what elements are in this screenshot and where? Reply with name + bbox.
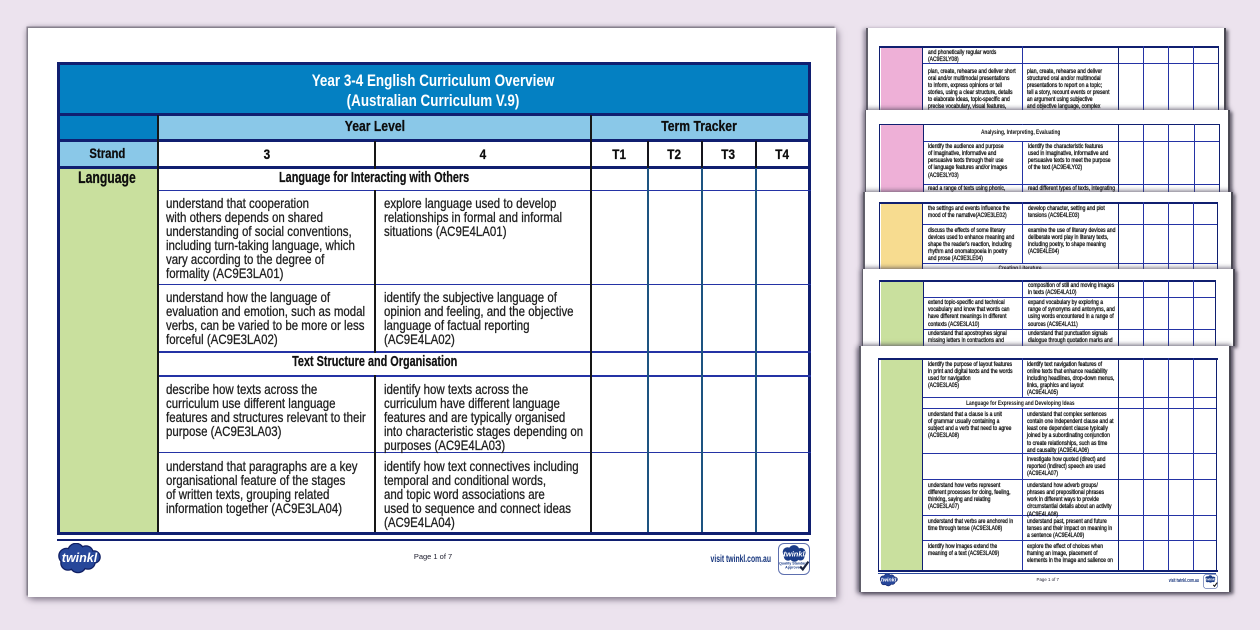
svg-text:+: +: [793, 556, 796, 561]
svg-text:twinkl: twinkl: [1205, 577, 1216, 581]
svg-text:Quality Standard: Quality Standard: [779, 562, 808, 566]
svg-text:Approved: Approved: [785, 566, 802, 570]
svg-text:twinkl: twinkl: [62, 551, 98, 565]
svg-text:twinkl: twinkl: [783, 550, 805, 559]
svg-text:twinkl: twinkl: [880, 578, 896, 584]
